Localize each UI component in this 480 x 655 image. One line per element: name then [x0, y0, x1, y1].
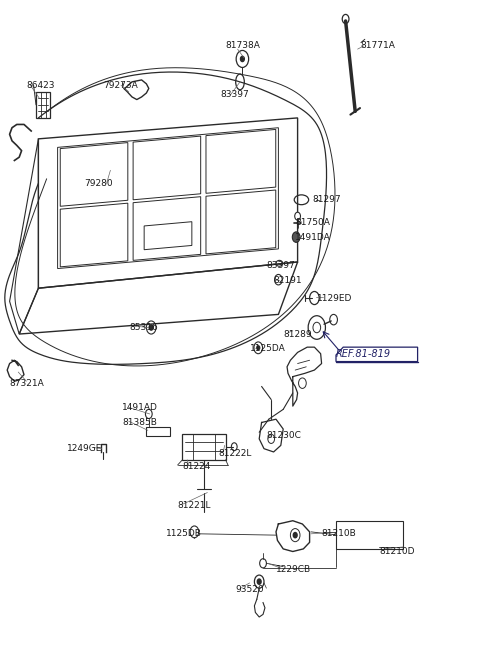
Text: 81738A: 81738A: [226, 41, 261, 50]
Text: 1129ED: 1129ED: [317, 293, 352, 303]
Text: 81222L: 81222L: [218, 449, 252, 458]
Text: 1491DA: 1491DA: [295, 233, 331, 242]
Text: 1125DA: 1125DA: [250, 344, 285, 353]
Text: 85316: 85316: [130, 323, 158, 332]
Text: 81210B: 81210B: [322, 529, 356, 538]
Text: 81385B: 81385B: [122, 418, 157, 427]
Circle shape: [257, 346, 260, 350]
Text: 83397: 83397: [221, 90, 250, 100]
Text: 81771A: 81771A: [360, 41, 395, 50]
Text: 81210D: 81210D: [379, 547, 415, 556]
Circle shape: [293, 533, 297, 538]
Text: 81221L: 81221L: [178, 501, 211, 510]
Circle shape: [295, 212, 300, 220]
Circle shape: [149, 325, 153, 330]
Text: 79280: 79280: [84, 179, 113, 188]
Text: 81289: 81289: [283, 329, 312, 339]
Text: 86423: 86423: [26, 81, 55, 90]
Text: 1125DB: 1125DB: [166, 529, 202, 538]
Text: 81230C: 81230C: [266, 431, 301, 440]
Text: 1249GE: 1249GE: [67, 444, 103, 453]
Text: 83397: 83397: [266, 261, 295, 270]
Text: 81224: 81224: [182, 462, 211, 471]
Text: 81750A: 81750A: [295, 218, 330, 227]
Text: 1229CB: 1229CB: [276, 565, 311, 574]
Text: 79273A: 79273A: [103, 81, 138, 90]
Text: 1491AD: 1491AD: [122, 403, 158, 412]
Text: REF.81-819: REF.81-819: [336, 348, 391, 359]
Text: 82191: 82191: [274, 276, 302, 285]
Circle shape: [292, 232, 300, 242]
Circle shape: [240, 56, 244, 62]
Text: 93520: 93520: [235, 585, 264, 594]
Text: 87321A: 87321A: [10, 379, 44, 388]
Text: 81297: 81297: [312, 195, 341, 204]
Circle shape: [257, 579, 261, 584]
